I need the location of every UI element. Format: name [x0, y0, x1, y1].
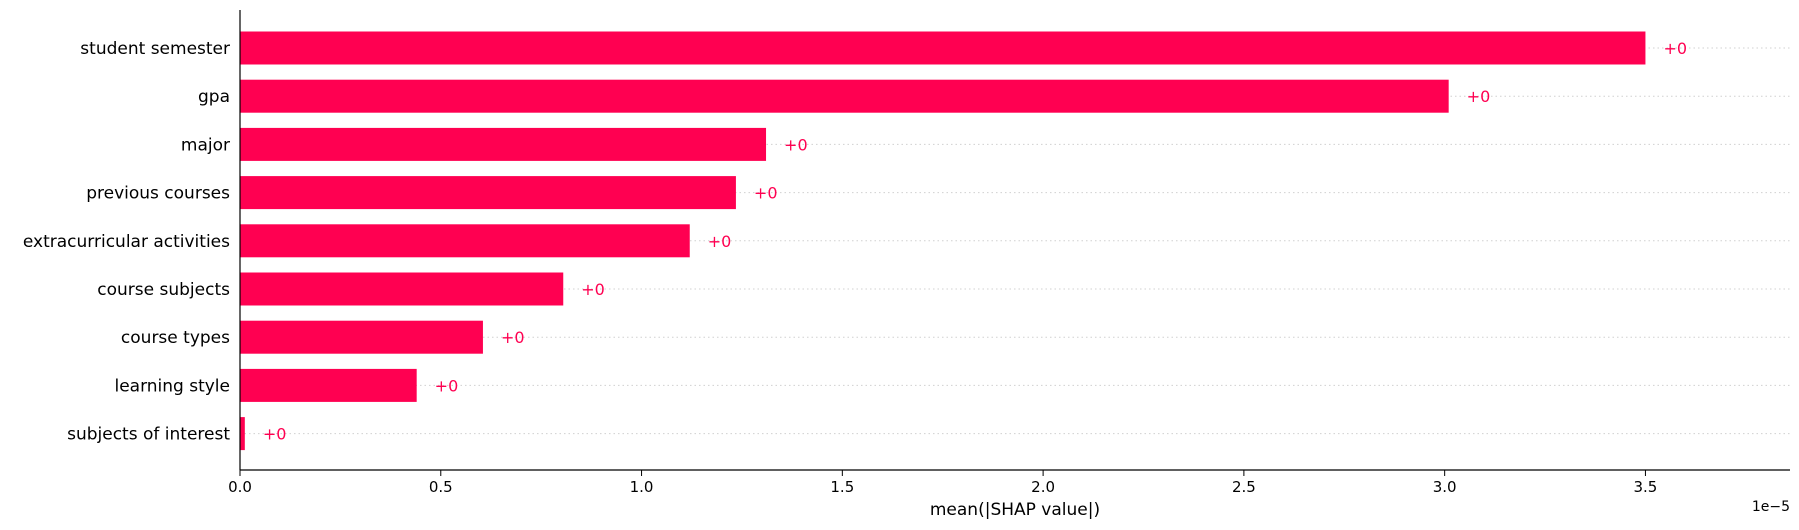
x-tick-label: 0.0 [228, 478, 252, 496]
bar-value-label: +0 [784, 135, 808, 154]
bar [240, 417, 245, 451]
feature-label: student semester [80, 39, 230, 59]
x-tick-label: 3.0 [1433, 478, 1457, 496]
bar-value-label: +0 [1663, 39, 1687, 58]
bar-value-label: +0 [501, 328, 525, 347]
bar-value-label: +0 [581, 280, 605, 299]
feature-label: previous courses [86, 184, 230, 204]
x-tick-label: 3.5 [1634, 478, 1658, 496]
bar [240, 176, 736, 210]
bar-value-label: +0 [435, 376, 459, 395]
x-ticks: 0.0 0.5 1.0 1.5 2.0 2.5 3.0 3.5 [228, 470, 1657, 496]
x-tick-label: 1.5 [830, 478, 854, 496]
feature-label: course types [121, 328, 230, 348]
bar [240, 224, 690, 258]
x-offset-label: 1e−5 [1752, 499, 1790, 515]
bar-value-label: +0 [1467, 87, 1491, 106]
feature-label: course subjects [97, 280, 230, 300]
x-axis-title: mean(|SHAP value|) [930, 500, 1100, 520]
bar [240, 79, 1449, 113]
bar-value-label: +0 [263, 425, 287, 444]
x-tick-label: 1.0 [630, 478, 654, 496]
feature-label: extracurricular activities [23, 232, 230, 252]
bars [240, 31, 1646, 451]
feature-label: subjects of interest [67, 425, 230, 445]
bar [240, 127, 767, 161]
feature-label: gpa [198, 87, 230, 107]
bar [240, 31, 1646, 65]
x-tick-label: 2.5 [1232, 478, 1256, 496]
bar-value-label: +0 [754, 184, 778, 203]
axes [239, 10, 1790, 471]
feature-label: learning style [114, 376, 230, 396]
feature-labels: student semester gpa major previous courses… [23, 39, 230, 445]
bar [240, 368, 417, 402]
feature-label: major [181, 135, 230, 155]
bar-value-labels: +0 +0 +0 +0 +0 +0 +0 +0 +0 [263, 39, 1687, 444]
x-tick-label: 2.0 [1031, 478, 1055, 496]
x-tick-label: 0.5 [429, 478, 453, 496]
bar [240, 272, 564, 306]
bar [240, 320, 483, 354]
bar-value-label: +0 [708, 232, 732, 251]
